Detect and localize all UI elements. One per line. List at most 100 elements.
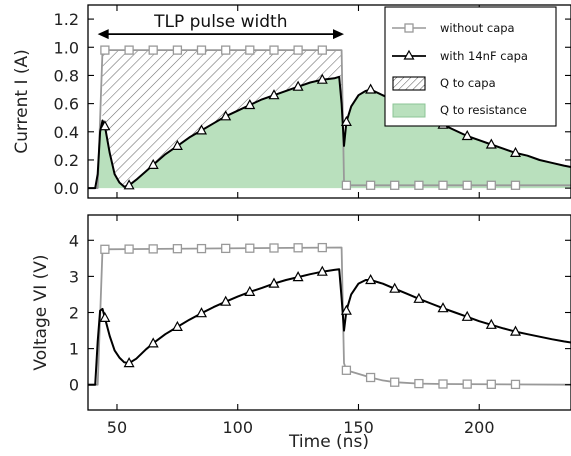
point-marker-without-capa [390, 180, 400, 190]
point-marker-with-14nf-capa [389, 282, 401, 293]
point-marker-with-14nf-capa [340, 115, 352, 126]
point-marker-without-capa [124, 244, 134, 254]
voltage-panel: 0 1 2 3 4 50 100 150 200 Voltage VI (V) Time (ns… [31, 214, 571, 452]
voltage-xtick-label: 200 [464, 418, 495, 437]
point-marker-with-14nf-capa [437, 302, 449, 313]
legend-entry-with-capa: with 14nF capa [392, 49, 528, 63]
point-marker-with-14nf-capa [123, 179, 135, 190]
current-ytick-label: 1.0 [54, 38, 79, 57]
voltage-ytick-label: 4 [69, 231, 79, 250]
legend-label-q-to-capa: Q to capa [440, 76, 496, 90]
current-y-ticks: 0.0 0.2 0.4 0.6 0.8 1.0 1.2 [54, 5, 571, 198]
point-marker-with-14nf-capa [316, 73, 328, 84]
point-marker-without-capa [486, 379, 496, 389]
point-marker-with-14nf-capa [461, 310, 473, 321]
point-marker-without-capa [245, 243, 255, 253]
voltage-plot-frame [87, 214, 571, 411]
point-marker-without-capa [172, 45, 183, 55]
point-marker-without-capa [317, 242, 327, 253]
series-line-without-capa [88, 246, 571, 386]
green-swatch-icon [392, 103, 426, 118]
point-marker-without-capa [365, 372, 376, 383]
point-marker-without-capa [341, 365, 352, 375]
point-marker-with-14nf-capa [292, 80, 304, 91]
point-marker-with-14nf-capa [485, 318, 497, 329]
series-line-with-14nf-capa [88, 268, 571, 386]
point-marker-with-14nf-capa [147, 337, 159, 348]
point-marker-with-14nf-capa [268, 277, 280, 288]
point-marker-with-14nf-capa [195, 307, 208, 318]
tlp-pulse-width-label: TLP pulse width [153, 12, 287, 32]
point-marker-with-14nf-capa [365, 273, 377, 285]
point-marker-without-capa [100, 45, 110, 55]
current-ytick-label: 0.2 [54, 151, 79, 170]
point-marker-without-capa [245, 45, 255, 55]
current-ytick-label: 0.4 [54, 123, 79, 142]
point-marker-with-14nf-capa [99, 311, 111, 322]
point-marker-with-14nf-capa [316, 265, 328, 276]
point-marker-with-14nf-capa [220, 295, 232, 306]
current-ytick-label: 1.2 [54, 10, 79, 29]
point-marker-with-14nf-capa [147, 158, 159, 169]
voltage-xtick-label: 100 [222, 418, 253, 437]
point-marker-without-capa [148, 45, 158, 55]
point-marker-with-14nf-capa [244, 285, 256, 296]
x-axis-label: Time (ns) [288, 432, 369, 452]
point-marker-with-14nf-capa [509, 146, 522, 157]
point-marker-without-capa [317, 45, 327, 55]
hatch-swatch-icon [392, 76, 426, 91]
legend-entry-without-capa: without capa [392, 21, 515, 35]
point-marker-without-capa [148, 244, 158, 254]
point-marker-without-capa [221, 45, 231, 55]
current-ytick-label: 0.0 [54, 179, 79, 198]
tlp-pulse-arrow-left-head [97, 29, 109, 40]
point-marker-with-14nf-capa [413, 292, 425, 303]
point-marker-without-capa [221, 243, 231, 254]
point-marker-with-14nf-capa [268, 89, 280, 100]
voltage-ticks: 0 1 2 3 4 50 100 150 200 [69, 215, 571, 437]
point-marker-with-14nf-capa [340, 304, 352, 315]
point-marker-without-capa [293, 45, 303, 55]
legend: without capa with 14nF capa Q to capa Q … [384, 6, 557, 127]
point-marker-without-capa [172, 244, 183, 254]
point-marker-without-capa [196, 45, 207, 55]
voltage-ytick-label: 0 [69, 376, 79, 395]
point-marker-with-14nf-capa [220, 110, 232, 121]
voltage-y-axis-label: Voltage VI (V) [31, 254, 51, 370]
legend-label-without-capa: without capa [440, 21, 515, 35]
current-ytick-label: 0.6 [54, 95, 79, 114]
point-marker-without-capa [269, 243, 279, 253]
tlp-pulse-annotation: TLP pulse width [97, 12, 344, 40]
point-marker-with-14nf-capa [244, 98, 256, 110]
q-to-resistance-area [95, 76, 571, 189]
point-marker-with-14nf-capa [292, 271, 304, 282]
point-marker-without-capa [293, 243, 303, 253]
point-marker-without-capa [510, 180, 521, 190]
legend-entry-q-to-capa: Q to capa [392, 76, 496, 91]
bottom-series [88, 242, 571, 390]
point-marker-with-14nf-capa [171, 320, 183, 331]
voltage-xtick-label: 50 [107, 418, 127, 437]
legend-entry-q-to-resistance: Q to resistance [392, 103, 527, 118]
point-marker-with-14nf-capa [485, 138, 497, 149]
point-marker-with-14nf-capa [195, 124, 208, 135]
point-marker-without-capa [438, 180, 448, 190]
point-marker-without-capa [196, 243, 207, 254]
voltage-ytick-label: 3 [69, 267, 79, 286]
current-ytick-label: 0.8 [54, 66, 79, 85]
triangle-marker-icon [403, 49, 415, 60]
point-marker-without-capa [414, 378, 424, 389]
point-marker-with-14nf-capa [123, 357, 135, 368]
voltage-ytick-label: 1 [69, 340, 79, 359]
point-marker-without-capa [124, 45, 134, 55]
point-marker-with-14nf-capa [171, 139, 183, 150]
point-marker-without-capa [438, 379, 448, 389]
current-y-axis-label: Current I (A) [12, 49, 32, 154]
square-marker-icon [404, 23, 414, 33]
current-plot-frame [87, 4, 571, 199]
point-marker-with-14nf-capa [99, 120, 111, 131]
point-marker-with-14nf-capa [509, 325, 522, 336]
point-marker-without-capa [462, 180, 472, 190]
top-series [88, 45, 571, 190]
point-marker-with-14nf-capa [461, 129, 473, 141]
